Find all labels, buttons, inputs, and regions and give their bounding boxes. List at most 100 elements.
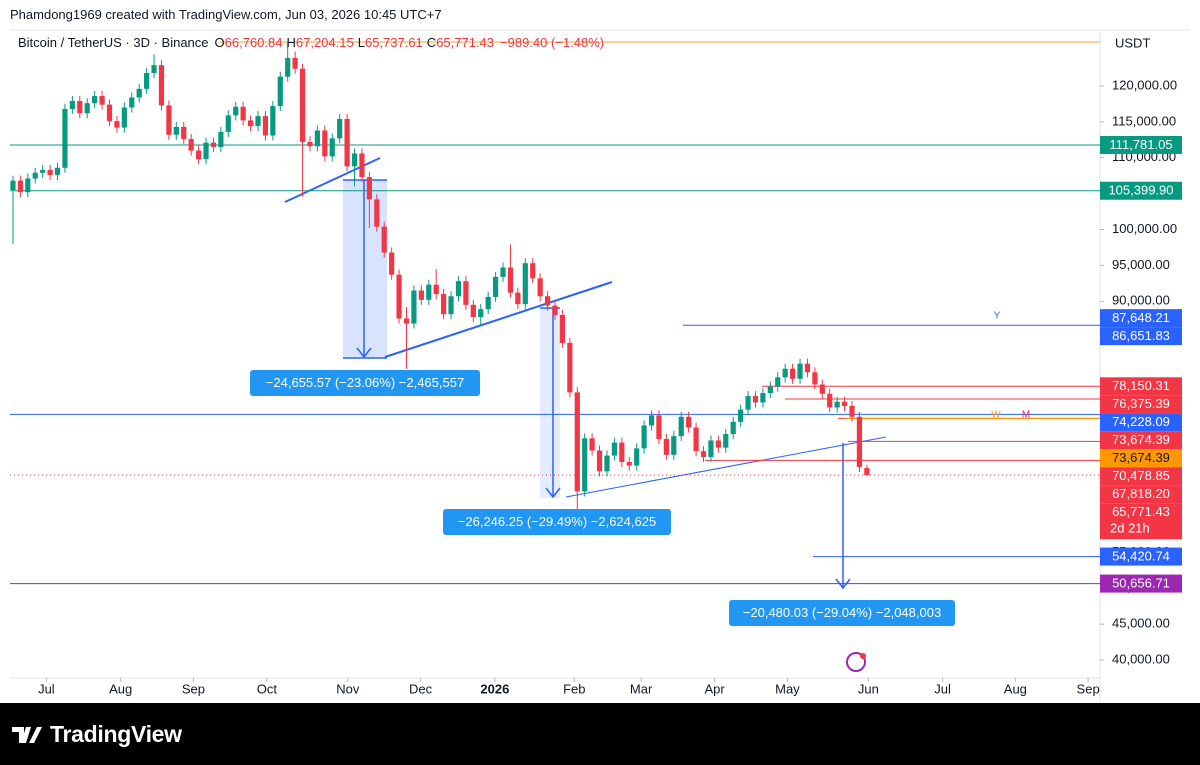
background xyxy=(0,0,1200,703)
candle-body xyxy=(827,393,833,408)
x-tick-label: Jul xyxy=(934,681,951,696)
candle-body xyxy=(359,153,365,178)
x-tick-label: Sep xyxy=(182,681,205,696)
candle-body xyxy=(715,440,721,448)
price-label: 105,399.90 xyxy=(1108,183,1173,198)
price-label-bg xyxy=(1100,547,1182,566)
brand: TradingView xyxy=(50,721,182,747)
candle-body xyxy=(92,96,98,104)
candle-body xyxy=(203,142,209,160)
candle-body xyxy=(255,116,261,127)
footer: TradingView xyxy=(0,703,1200,765)
trend-line xyxy=(565,436,887,498)
candle-body xyxy=(626,462,632,466)
candle-body xyxy=(463,281,469,305)
candle-body xyxy=(218,131,224,147)
arrow-head xyxy=(545,487,561,499)
candle-body xyxy=(322,130,328,157)
x-tick-label: Aug xyxy=(109,681,132,696)
candles xyxy=(10,42,870,516)
y-tick-label: 90,000.00 xyxy=(1112,293,1170,308)
candle-body xyxy=(262,116,269,136)
candle-body xyxy=(455,281,462,297)
candle-body xyxy=(25,178,31,193)
candle-body xyxy=(760,393,766,403)
candle-body xyxy=(411,290,417,324)
measure-box xyxy=(250,370,480,396)
measure-box xyxy=(729,600,955,626)
x-tick-label: Dec xyxy=(409,681,433,696)
price-label-bg xyxy=(1100,377,1182,396)
candle-body xyxy=(567,342,573,393)
candle-body xyxy=(240,106,246,121)
trend-line xyxy=(384,281,613,358)
arrow-head xyxy=(835,578,851,590)
price-label-bg xyxy=(1100,574,1182,593)
candle-body xyxy=(136,88,142,98)
legend: Bitcoin / TetherUS · 3D · Binance O66,760… xyxy=(18,35,604,50)
price-label: 73,674.39 xyxy=(1112,450,1170,465)
candle-body xyxy=(17,180,23,193)
candle-body xyxy=(775,377,781,387)
candle-body xyxy=(292,57,298,69)
candle-body xyxy=(188,139,194,151)
candle-body xyxy=(552,305,558,315)
candle-body xyxy=(819,384,825,394)
ohlc-value: 67,204.15 xyxy=(296,35,354,50)
y-tick-label: 115,000.00 xyxy=(1112,113,1176,128)
candle-body xyxy=(738,409,744,422)
ohlc-key: C xyxy=(427,35,436,50)
line-tag: Y xyxy=(994,311,1001,322)
candle-body xyxy=(834,401,840,408)
candle-body xyxy=(470,304,476,318)
candle-body xyxy=(225,115,231,132)
candle-body xyxy=(686,416,692,428)
measure-label: −24,655.57 (−23.06%) −2,465,557 xyxy=(266,375,464,390)
candle-body xyxy=(374,199,380,227)
candle-body xyxy=(433,284,439,295)
x-tick-label: Sep xyxy=(1077,681,1100,696)
candle-body xyxy=(426,284,432,300)
candle-body xyxy=(522,263,528,305)
candle-body xyxy=(337,118,343,139)
ohlc-key: L xyxy=(358,35,365,50)
price-label-bg xyxy=(1100,327,1182,346)
candle-body xyxy=(641,425,647,449)
candle-body xyxy=(656,415,662,440)
candle-body xyxy=(841,401,848,407)
line-tag: W xyxy=(991,410,1001,421)
candle-body xyxy=(77,101,83,114)
candle-body xyxy=(195,150,202,160)
ohlc-value: 65,771.43 xyxy=(436,35,494,50)
price-label: 70,478.85 xyxy=(1112,468,1170,483)
candle-body xyxy=(10,180,16,191)
candle-body xyxy=(790,368,796,379)
candle-body xyxy=(270,106,276,136)
candle-body xyxy=(396,274,402,319)
candle-body xyxy=(537,278,543,297)
candle-body xyxy=(611,442,618,456)
candle-body xyxy=(210,142,217,147)
candle-body xyxy=(693,427,699,452)
event-icon[interactable] xyxy=(846,652,866,672)
candle-body xyxy=(99,96,105,105)
candle-body xyxy=(604,455,610,472)
y-tick-label: 95,000.00 xyxy=(1112,257,1170,272)
candle-body xyxy=(344,118,350,167)
measure-label: −26,246.25 (−29.49%) −2,624,625 xyxy=(458,514,656,529)
candle-body xyxy=(507,267,514,293)
range-box xyxy=(343,180,387,358)
candle-body xyxy=(544,296,551,306)
candle-body xyxy=(32,172,38,179)
candle-body xyxy=(515,292,521,305)
candle-body xyxy=(366,177,372,200)
candle-body xyxy=(500,267,506,277)
price-label: 78,150.31 xyxy=(1112,378,1170,393)
arrow-head xyxy=(356,347,372,359)
currency: USDT xyxy=(1115,35,1150,50)
candle-body xyxy=(700,451,707,457)
price-label-bg xyxy=(1100,181,1182,200)
price-label: 111,781.05 xyxy=(1109,137,1172,152)
price-label-bg xyxy=(1100,395,1182,414)
